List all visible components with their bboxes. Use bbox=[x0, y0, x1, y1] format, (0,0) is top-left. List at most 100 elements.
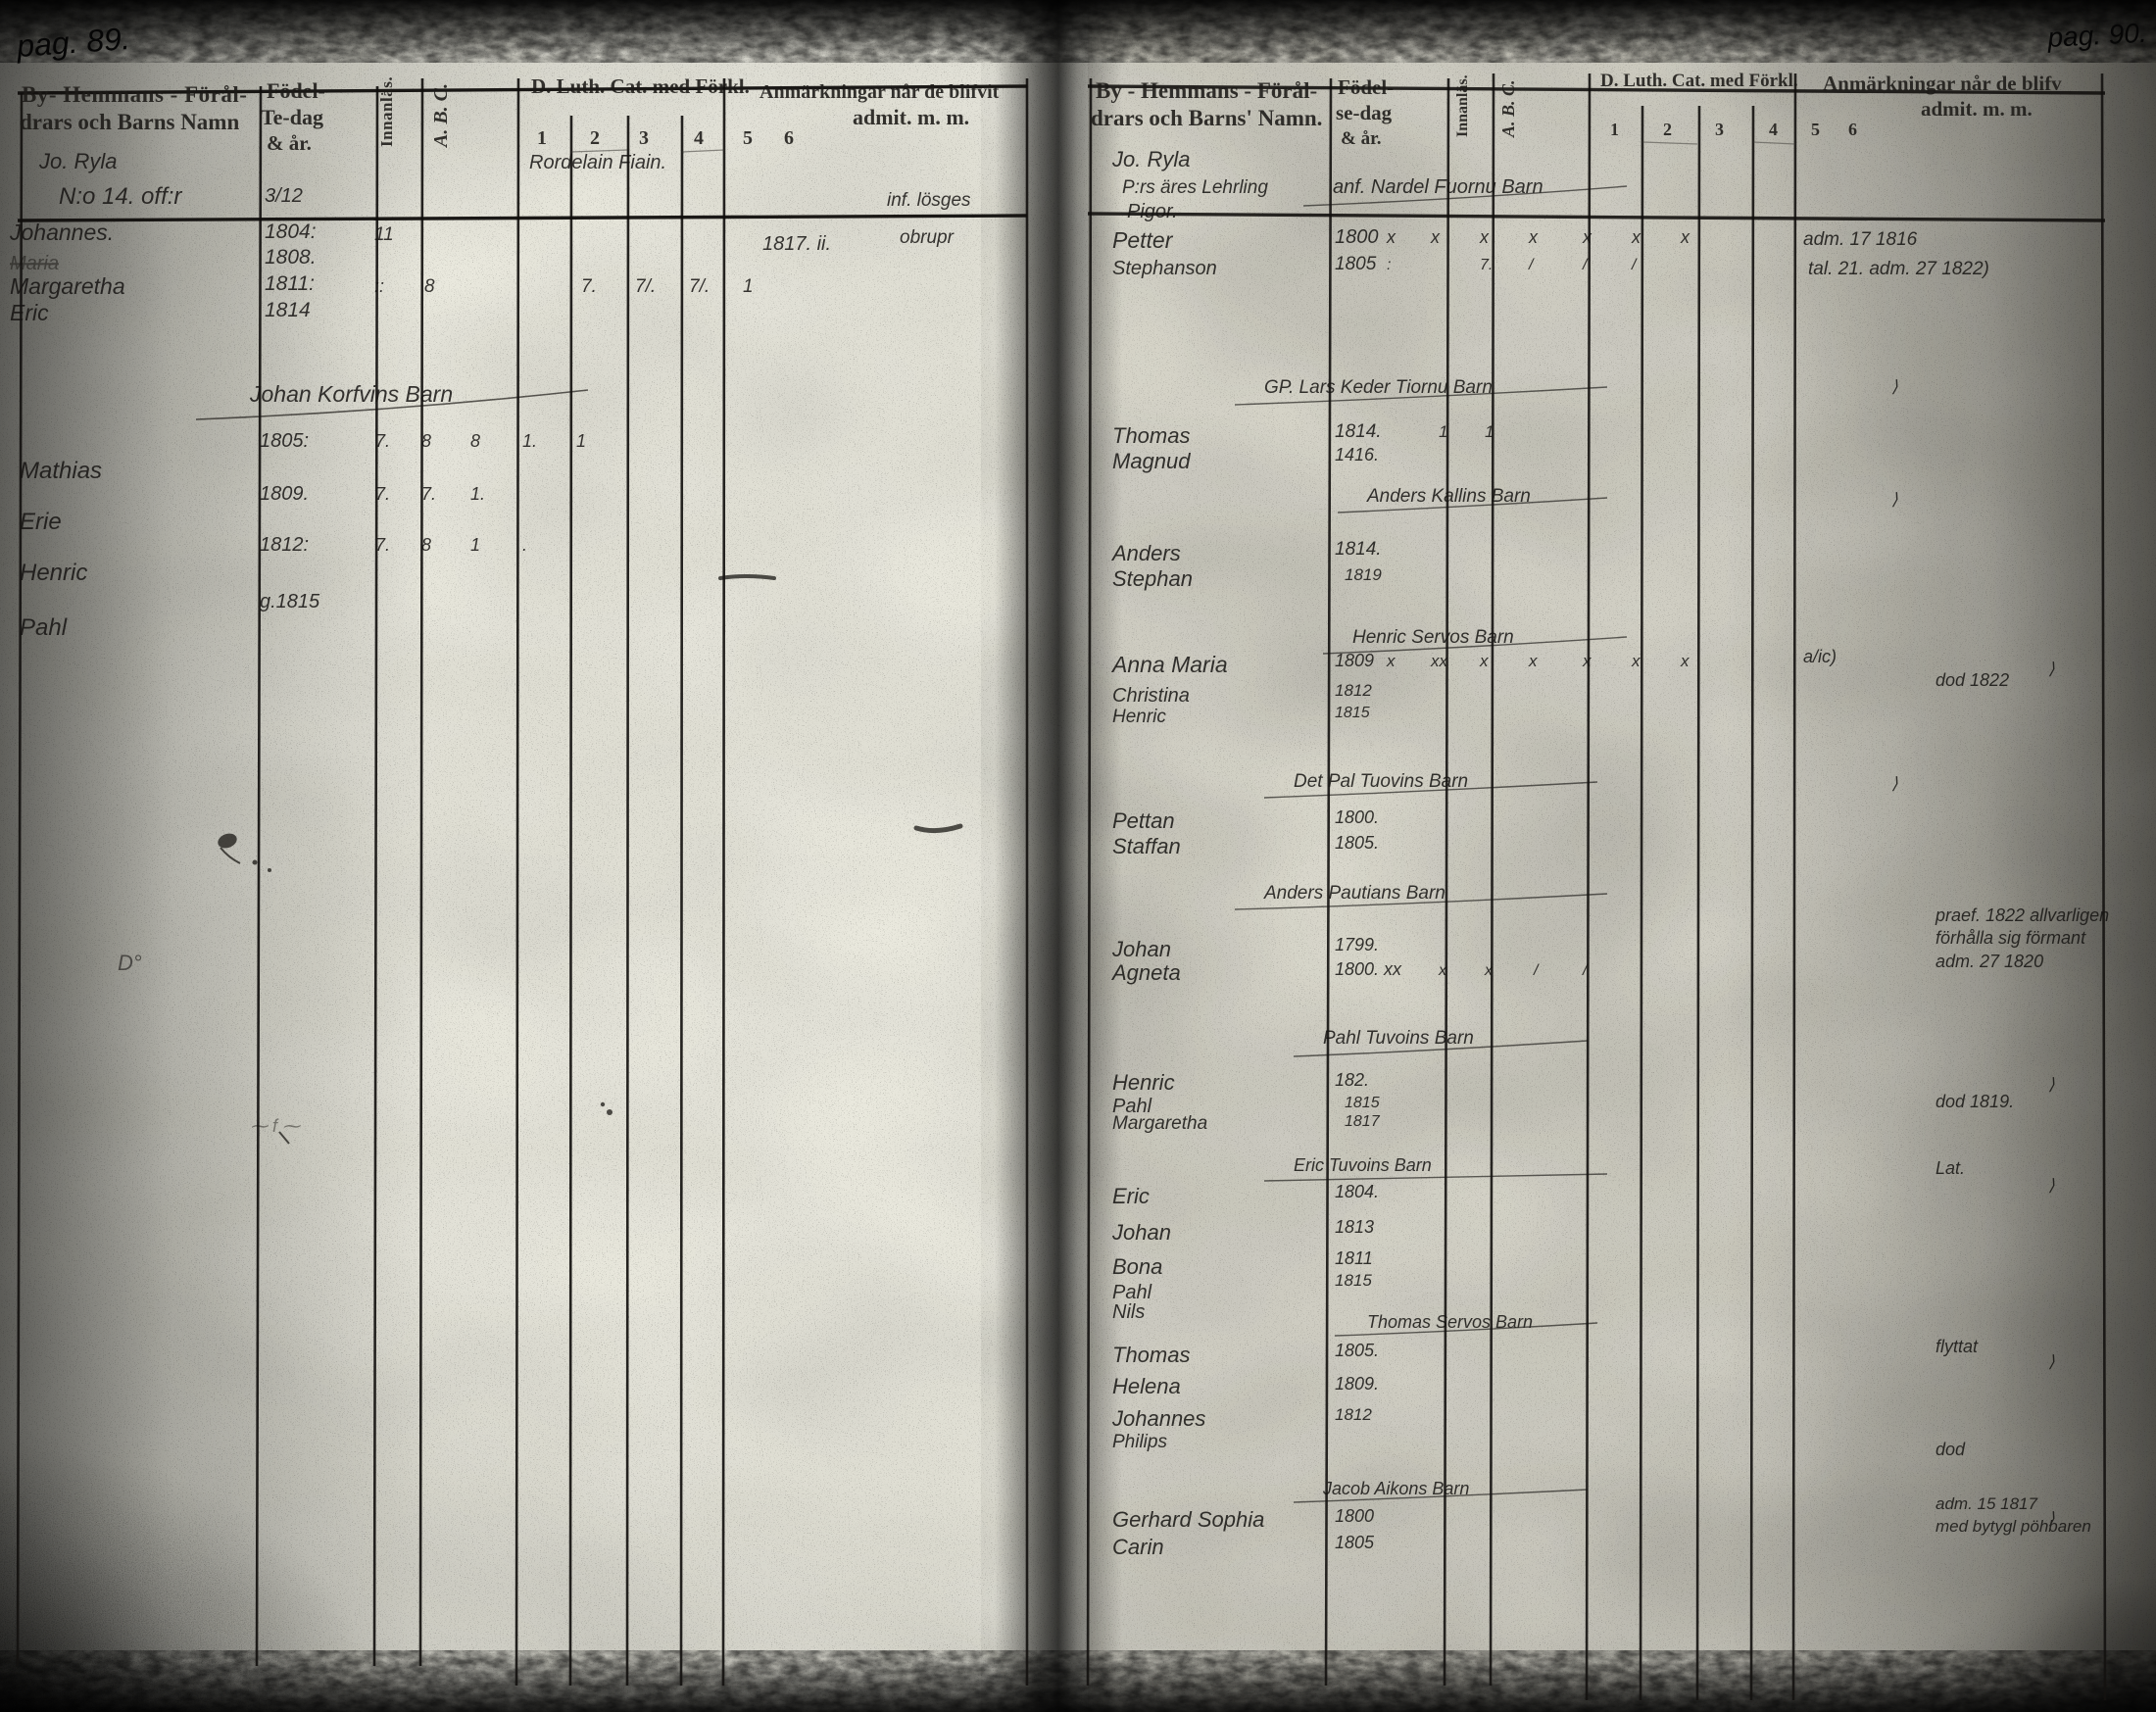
svg-text:x: x bbox=[1680, 227, 1690, 247]
svg-text:⟩: ⟩ bbox=[1891, 377, 1898, 396]
svg-text:Stephanson: Stephanson bbox=[1112, 258, 1217, 279]
svg-text:adm. 15 1817: adm. 15 1817 bbox=[1936, 1494, 2038, 1513]
svg-text:1805.: 1805. bbox=[1335, 1341, 1379, 1360]
svg-text:Margaretha: Margaretha bbox=[1112, 1113, 1207, 1134]
svg-text:1: 1 bbox=[1439, 422, 1447, 441]
svg-text:/: / bbox=[1582, 257, 1589, 273]
svg-text:Johan: Johan bbox=[1111, 937, 1171, 961]
svg-text:Pahl Tuvoins Barn: Pahl Tuvoins Barn bbox=[1323, 1028, 1474, 1049]
svg-text:1809: 1809 bbox=[1335, 651, 1374, 670]
svg-text:Gerhard Sophia: Gerhard Sophia bbox=[1112, 1507, 1264, 1532]
svg-text:dod 1822: dod 1822 bbox=[1936, 670, 2009, 690]
svg-text:Pahl: Pahl bbox=[1112, 1282, 1152, 1303]
svg-text:1809.: 1809. bbox=[1335, 1374, 1379, 1394]
svg-text:praef. 1822 allvarligen: praef. 1822 allvarligen bbox=[1935, 905, 2109, 925]
svg-text:Pigor.: Pigor. bbox=[1127, 201, 1178, 222]
svg-text:xx: xx bbox=[1430, 652, 1448, 670]
svg-text:Johan: Johan bbox=[1111, 1220, 1171, 1245]
svg-text:Christina: Christina bbox=[1112, 685, 1190, 707]
svg-text:dod 1819.: dod 1819. bbox=[1936, 1092, 2014, 1111]
svg-text:⟩: ⟩ bbox=[1891, 490, 1898, 509]
svg-text:Henric: Henric bbox=[1112, 707, 1166, 727]
svg-text:P:rs äres Lehrling: P:rs äres Lehrling bbox=[1122, 177, 1268, 198]
svg-text:Henric: Henric bbox=[1112, 1070, 1175, 1095]
svg-text:dod: dod bbox=[1936, 1440, 1966, 1459]
svg-text:/: / bbox=[1533, 962, 1540, 979]
svg-text:1805: 1805 bbox=[1335, 254, 1377, 274]
svg-text:⟩: ⟩ bbox=[2048, 1075, 2055, 1094]
svg-text:1811: 1811 bbox=[1335, 1248, 1373, 1268]
svg-text:Lat.: Lat. bbox=[1936, 1158, 1965, 1178]
svg-text:x: x bbox=[1484, 962, 1494, 979]
svg-text:Bona: Bona bbox=[1112, 1254, 1162, 1279]
svg-text:1800. xx: 1800. xx bbox=[1335, 959, 1402, 979]
svg-text:x: x bbox=[1430, 227, 1441, 247]
svg-text:Henric Servos Barn: Henric Servos Barn bbox=[1352, 627, 1514, 648]
svg-text:x: x bbox=[1528, 227, 1539, 247]
svg-text:Staffan: Staffan bbox=[1112, 834, 1181, 858]
svg-text:tal. 21. adm. 27 1822): tal. 21. adm. 27 1822) bbox=[1808, 259, 1989, 279]
svg-text:182.: 182. bbox=[1335, 1070, 1369, 1090]
svg-text:Thomas: Thomas bbox=[1112, 1343, 1190, 1367]
svg-text:⟩: ⟩ bbox=[2048, 1176, 2055, 1195]
svg-text:Anders: Anders bbox=[1110, 541, 1181, 565]
svg-text:Det Pal Tuovins Barn: Det Pal Tuovins Barn bbox=[1294, 771, 1468, 792]
svg-text:Agneta: Agneta bbox=[1110, 960, 1181, 985]
svg-text:⟩: ⟩ bbox=[1891, 774, 1898, 793]
svg-text:x: x bbox=[1631, 227, 1642, 247]
svg-text:x: x bbox=[1438, 962, 1447, 979]
svg-text:/: / bbox=[1582, 962, 1589, 979]
svg-text:Johannes: Johannes bbox=[1111, 1406, 1205, 1431]
svg-text:/: / bbox=[1631, 257, 1638, 273]
svg-text:förhålla sig förmant: förhålla sig förmant bbox=[1936, 928, 2086, 948]
svg-text:1814.: 1814. bbox=[1335, 539, 1382, 560]
svg-text:1800: 1800 bbox=[1335, 1506, 1374, 1526]
svg-text:Stephan: Stephan bbox=[1112, 566, 1193, 591]
svg-text:1800: 1800 bbox=[1335, 226, 1379, 248]
svg-text:1815: 1815 bbox=[1345, 1095, 1380, 1111]
svg-text:⟩: ⟩ bbox=[2048, 660, 2055, 678]
svg-text:1815: 1815 bbox=[1335, 1271, 1372, 1290]
svg-text:1814.: 1814. bbox=[1335, 421, 1382, 442]
svg-text:1416.: 1416. bbox=[1335, 445, 1379, 465]
svg-text:adm. 27 1820: adm. 27 1820 bbox=[1936, 952, 2043, 971]
svg-text:1804.: 1804. bbox=[1335, 1182, 1379, 1201]
svg-text:x: x bbox=[1582, 227, 1592, 247]
svg-text:x: x bbox=[1631, 652, 1641, 670]
svg-text:Magnud: Magnud bbox=[1112, 449, 1191, 473]
svg-text:a/ic): a/ic) bbox=[1803, 647, 1837, 666]
svg-text:1812: 1812 bbox=[1335, 1405, 1372, 1424]
svg-text:1819: 1819 bbox=[1345, 565, 1382, 584]
svg-text:x: x bbox=[1479, 652, 1489, 670]
svg-text:Jacob Aikons Barn: Jacob Aikons Barn bbox=[1322, 1479, 1469, 1498]
svg-text:x: x bbox=[1582, 652, 1592, 670]
svg-text:1: 1 bbox=[1485, 422, 1494, 441]
svg-text:x: x bbox=[1386, 652, 1396, 670]
svg-text:1805: 1805 bbox=[1335, 1533, 1375, 1552]
svg-text:Thomas Servos Barn: Thomas Servos Barn bbox=[1367, 1312, 1533, 1332]
svg-text:/: / bbox=[1528, 257, 1535, 273]
svg-text:Thomas: Thomas bbox=[1112, 423, 1190, 448]
svg-text:Nils: Nils bbox=[1112, 1301, 1145, 1323]
svg-text:Anna Maria: Anna Maria bbox=[1110, 652, 1228, 677]
svg-text:1799.: 1799. bbox=[1335, 935, 1379, 954]
svg-text:⟩: ⟩ bbox=[2048, 1509, 2055, 1528]
svg-text:adm. 17 1816: adm. 17 1816 bbox=[1803, 229, 1918, 250]
svg-text:med bytygl pöhbaren: med bytygl pöhbaren bbox=[1936, 1517, 2091, 1536]
svg-text:x: x bbox=[1680, 652, 1690, 670]
svg-text:Helena: Helena bbox=[1112, 1374, 1181, 1398]
svg-text:Carin: Carin bbox=[1112, 1535, 1164, 1559]
svg-text::: : bbox=[1387, 257, 1391, 273]
svg-text:Petter: Petter bbox=[1112, 227, 1174, 253]
svg-text:1817: 1817 bbox=[1345, 1113, 1381, 1130]
svg-text:Philips: Philips bbox=[1112, 1432, 1167, 1452]
svg-text:x: x bbox=[1386, 227, 1396, 247]
svg-text:⟩: ⟩ bbox=[2048, 1352, 2055, 1371]
svg-text:7.: 7. bbox=[1480, 257, 1493, 273]
svg-text:1800.: 1800. bbox=[1335, 807, 1379, 827]
svg-text:1815: 1815 bbox=[1335, 705, 1370, 721]
svg-text:1805.: 1805. bbox=[1335, 833, 1379, 853]
svg-text:Anders Pautians Barn: Anders Pautians Barn bbox=[1263, 883, 1446, 904]
svg-text:Eric: Eric bbox=[1112, 1184, 1150, 1208]
svg-text:Eric Tuvoins Barn: Eric Tuvoins Barn bbox=[1294, 1155, 1432, 1175]
